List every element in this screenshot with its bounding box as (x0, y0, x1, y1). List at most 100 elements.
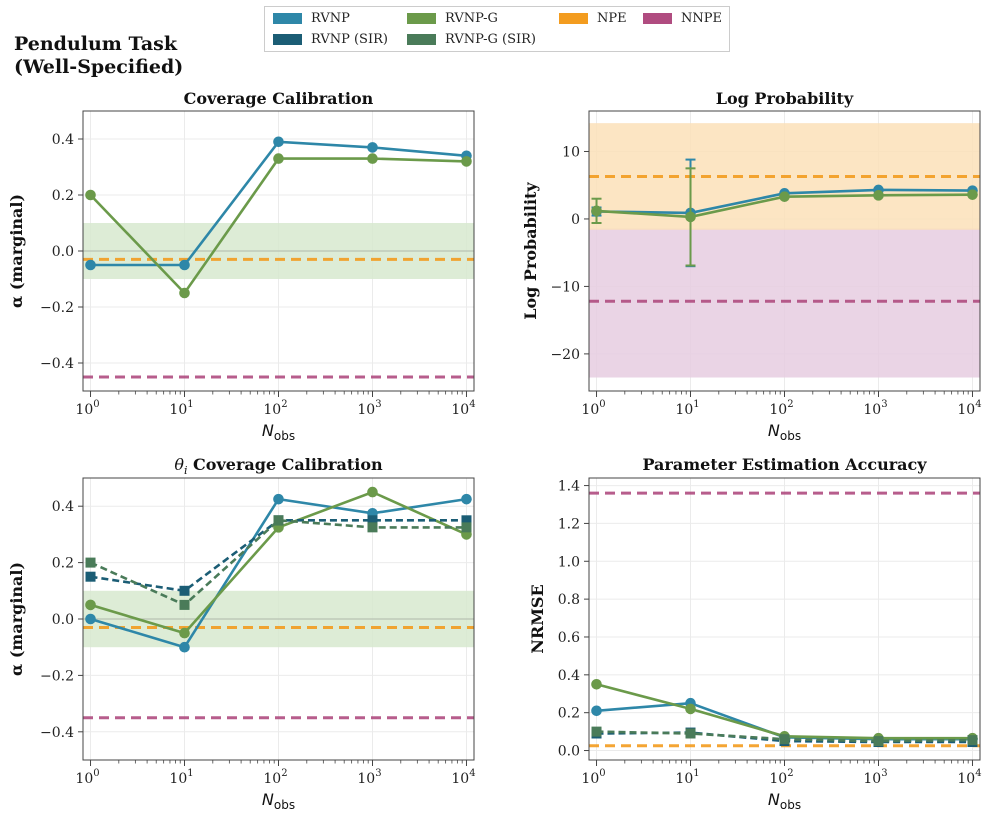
x-tick-label: 100 (75, 768, 99, 787)
x-tick-label: 103 (357, 768, 381, 787)
x-axis-label: Nobs (768, 421, 801, 443)
data-point-rvnp-g (179, 627, 190, 639)
data-point-rvnp-g (591, 205, 602, 217)
x-tick-label: 100 (75, 399, 99, 418)
y-tick-label: −10 (550, 279, 580, 295)
data-point-rvnp-g-sir (461, 522, 472, 533)
x-tick-label: 102 (769, 768, 793, 787)
data-point-rvnp-g (967, 189, 978, 200)
band-0 (589, 228, 980, 378)
data-point-rvnp (85, 259, 96, 271)
y-axis-label: α (marginal) (7, 194, 26, 308)
plot-area (83, 478, 474, 760)
figure-title-line2: (Well-Specified) (14, 56, 184, 78)
legend-swatch-rvnp-sir (273, 34, 302, 45)
data-point-rvnp-g-sir (273, 515, 284, 526)
x-tick-label: 101 (169, 768, 193, 787)
y-tick-label: 0.2 (52, 188, 74, 204)
data-point-rvnp-g-sir (591, 726, 602, 737)
data-point-rvnp-g (591, 678, 602, 690)
chart-title: Log Probability (716, 89, 854, 108)
y-tick-label: −20 (550, 347, 580, 363)
x-tick-label: 102 (263, 399, 287, 418)
y-axis-label: Log Probability (521, 182, 540, 320)
chart-theta_coverage: −0.4 −0.2 0.0 0.2 0.4 100 101 102 103 104 θi Cover… (7, 455, 476, 812)
figure-title: Pendulum Task (Well-Specified) (14, 33, 183, 79)
data-point-rvnp (179, 641, 190, 653)
legend-label-npe: NPE (597, 11, 627, 26)
x-tick-label: 103 (863, 768, 887, 787)
x-tick-label: 100 (581, 399, 605, 418)
y-tick-label: −0.4 (40, 725, 74, 741)
y-tick-label: 1.2 (558, 516, 580, 532)
y-axis-label: NRMSE (528, 584, 547, 653)
data-point-rvnp-g (179, 287, 190, 299)
legend-item-rvnp-g-sir: RVNP-G (SIR) (407, 32, 536, 47)
y-tick-label: 0.6 (558, 630, 580, 646)
y-tick-label: 0.2 (558, 706, 580, 722)
data-point-rvnp-g (873, 190, 884, 201)
legend-item-rvnp-sir: RVNP (SIR) (273, 32, 388, 47)
data-point-rvnp-sir (85, 571, 96, 582)
legend-item-rvnp-g: RVNP-G (407, 11, 498, 26)
x-tick-label: 101 (169, 399, 193, 418)
x-tick-label: 104 (957, 768, 981, 787)
legend-swatch-rvnp-g (407, 13, 436, 24)
chart-title: θi Coverage Calibration (174, 455, 383, 477)
x-tick-label: 104 (957, 399, 981, 418)
x-tick-label: 101 (675, 399, 699, 418)
y-tick-label: 0.2 (52, 556, 74, 572)
y-tick-label: −0.2 (40, 668, 74, 684)
y-tick-label: 0.0 (558, 744, 580, 760)
data-point-rvnp-g-sir (967, 735, 978, 746)
data-point-rvnp-g (779, 191, 790, 202)
plot-area (83, 111, 474, 391)
data-point-rvnp (273, 136, 284, 148)
x-tick-label: 100 (581, 768, 605, 787)
data-point-rvnp (367, 142, 378, 153)
data-point-rvnp-g (367, 486, 378, 498)
y-tick-label: 0 (571, 212, 580, 228)
data-point-rvnp (461, 493, 472, 505)
data-point-rvnp (179, 259, 190, 271)
legend-swatch-npe (559, 13, 588, 24)
chart-title: Coverage Calibration (184, 89, 374, 108)
x-axis-label: Nobs (262, 421, 295, 443)
data-point-rvnp (273, 493, 284, 505)
y-axis-label: α (marginal) (7, 562, 26, 676)
y-tick-label: −0.2 (40, 300, 74, 316)
legend-label-rvnp-g-sir: RVNP-G (SIR) (445, 32, 537, 47)
y-tick-label: 10 (562, 144, 580, 160)
data-point-rvnp-g (85, 599, 96, 611)
legend-label-nnpe: NNPE (681, 11, 722, 26)
data-point-rvnp-g (461, 156, 472, 167)
x-tick-label: 103 (863, 399, 887, 418)
data-point-rvnp-sir (367, 515, 378, 526)
data-point-rvnp-g-sir (873, 736, 884, 747)
data-point-rvnp-g-sir (179, 599, 190, 610)
data-point-rvnp-g (85, 189, 96, 201)
y-tick-label: −0.4 (40, 356, 74, 372)
data-point-rvnp-g-sir (367, 522, 378, 533)
legend-swatch-rvnp-g-sir (407, 34, 436, 45)
data-point-rvnp-sir (179, 585, 190, 596)
x-tick-label: 102 (263, 768, 287, 787)
x-tick-label: 104 (451, 768, 475, 787)
y-tick-label: 1.0 (558, 554, 580, 570)
data-point-rvnp-g (685, 211, 696, 223)
plot-area (589, 478, 980, 760)
y-tick-label: 0.4 (558, 668, 580, 684)
figure-title-line1: Pendulum Task (14, 33, 178, 55)
data-point-rvnp-g-sir (685, 728, 696, 739)
data-point-rvnp-g (367, 153, 378, 164)
data-point-rvnp-sir (461, 515, 472, 526)
y-tick-label: 0.8 (558, 592, 580, 608)
y-tick-label: 1.4 (558, 479, 580, 495)
x-axis-label: Nobs (262, 790, 295, 812)
legend-label-rvnp: RVNP (311, 11, 350, 26)
chart-logprob: −20 −10 0 10 100 101 102 103 104 Log Probability N… (521, 89, 982, 443)
y-tick-label: 0.0 (52, 244, 74, 260)
x-tick-label: 103 (357, 399, 381, 418)
x-tick-label: 104 (451, 399, 475, 418)
